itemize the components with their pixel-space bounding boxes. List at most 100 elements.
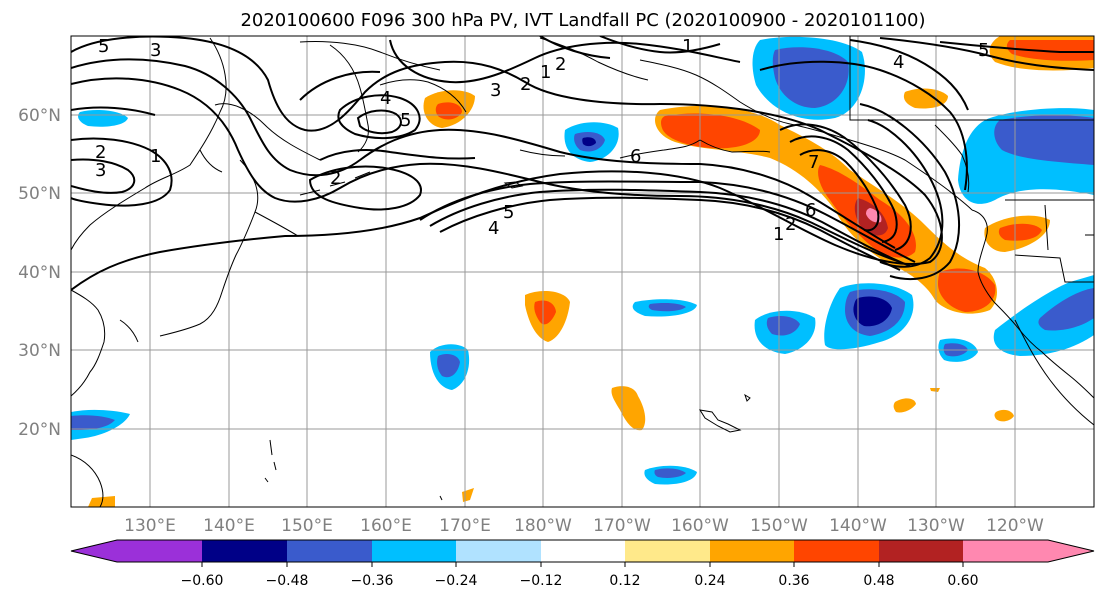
coastline	[159, 159, 259, 337]
shade-patch	[1006, 40, 1094, 61]
shade-patch	[903, 88, 948, 109]
coastline	[214, 103, 321, 161]
coastline	[71, 289, 106, 397]
contour-label: 1	[773, 224, 784, 245]
shade-patch	[930, 388, 940, 392]
lon-label: 130°E	[124, 516, 176, 536]
colorbar-segment	[879, 540, 963, 562]
coastline	[934, 124, 970, 193]
contour-label: 3	[95, 160, 106, 181]
contour-label: 2	[555, 54, 566, 75]
lat-label: 40°N	[18, 263, 61, 283]
coastline	[299, 171, 371, 196]
contour-line	[319, 149, 476, 161]
shade-patch	[582, 137, 596, 147]
contour-line	[439, 196, 901, 271]
coastline	[1014, 319, 1094, 426]
coastline	[971, 209, 1094, 399]
contour-label: 2	[785, 214, 796, 235]
coastline	[744, 393, 751, 402]
colorbar-segment	[794, 540, 879, 562]
lon-label: 150°E	[281, 516, 333, 536]
coastline	[71, 454, 104, 507]
contour-line	[71, 158, 136, 194]
contour-label: 6	[630, 146, 641, 167]
map-frame	[70, 35, 1095, 508]
contour-label: 6	[805, 200, 816, 221]
shade-patch	[938, 268, 996, 312]
contour-line	[599, 36, 721, 54]
contour-line	[71, 106, 156, 116]
contour-labels: 5 3 1 2 3 2 1 4 5 2 3 2 1 6 5 4 6 7 1 2	[95, 36, 989, 245]
shade-patch	[998, 223, 1042, 241]
coastline	[789, 123, 973, 211]
colorbar-segment	[287, 540, 372, 562]
colorbar-segment	[625, 540, 710, 562]
shade-patch	[534, 300, 556, 325]
contour-line	[859, 103, 961, 281]
shade-patch	[88, 496, 115, 507]
coastline	[619, 139, 701, 159]
shade-patch	[994, 115, 1094, 165]
contour-line	[356, 109, 402, 135]
contour-label: 2	[520, 74, 531, 95]
shade-patch	[1038, 288, 1094, 331]
coastline	[329, 44, 369, 153]
colorbar-tick-label: −0.60	[181, 573, 224, 589]
coastline	[699, 139, 771, 153]
contour-label: 5	[978, 40, 989, 61]
lon-label: 160°E	[360, 516, 412, 536]
shade-patch	[437, 354, 460, 378]
coastline	[199, 149, 223, 173]
longitude-labels: 130°E 140°E 150°E 160°E 170°E 180°W 170°…	[124, 516, 1044, 536]
colorbar-ticks	[201, 562, 964, 567]
contour-label: 1	[682, 36, 693, 57]
contour-label: 2	[95, 142, 106, 163]
colorbar-segment	[710, 540, 794, 562]
shade-patch	[654, 468, 686, 478]
shade-patch	[611, 386, 646, 431]
coastline	[119, 319, 139, 343]
contour-line	[879, 37, 1094, 71]
coastline	[519, 149, 566, 157]
shade-patch	[994, 409, 1014, 422]
contour-label: 5	[98, 36, 109, 57]
lon-label: 140°E	[203, 516, 255, 536]
colorbar-segment	[456, 540, 541, 562]
contour-line	[419, 180, 916, 263]
contour-line	[867, 119, 944, 268]
colorbar-tick-label: 0.60	[947, 573, 978, 589]
shade-patch	[661, 113, 760, 149]
lon-label: 160°W	[671, 516, 729, 536]
contour-line	[389, 39, 741, 84]
coastline	[539, 37, 649, 81]
colorbar-tick-label: −0.48	[266, 573, 309, 589]
colorbar-tick-label: 0.12	[609, 573, 640, 589]
contour-line	[539, 36, 611, 59]
colorbar-tick-label: 0.48	[863, 573, 894, 589]
coastline	[264, 439, 277, 483]
colorbar-tick-label: −0.12	[520, 573, 563, 589]
coastline	[254, 211, 299, 237]
colorbar-segment	[202, 540, 287, 562]
lon-label: 170°W	[593, 516, 651, 536]
contour-label: 5	[400, 110, 411, 131]
lat-label: 60°N	[18, 106, 61, 126]
colorbar-outline	[70, 539, 1095, 563]
colorbar-extend-low	[71, 540, 117, 562]
contour-line	[71, 77, 901, 263]
shade-patch	[893, 398, 916, 413]
contour-line	[71, 58, 896, 249]
lon-label: 120°W	[986, 516, 1044, 536]
contour-line	[789, 135, 898, 243]
contour-line	[799, 149, 880, 232]
lat-label: 30°N	[18, 341, 61, 361]
contour-label: 1	[540, 62, 551, 83]
lon-label: 180°W	[514, 516, 572, 536]
contour-line	[429, 188, 911, 267]
map-panel: 5 3 1 2 3 2 1 4 5 2 3 2 1 6 5 4 6 7 1 2	[18, 35, 1095, 536]
contour-label: 4	[893, 52, 904, 73]
colorbar-segment	[117, 540, 202, 562]
contour-line	[71, 36, 943, 291]
coastline	[379, 79, 467, 113]
